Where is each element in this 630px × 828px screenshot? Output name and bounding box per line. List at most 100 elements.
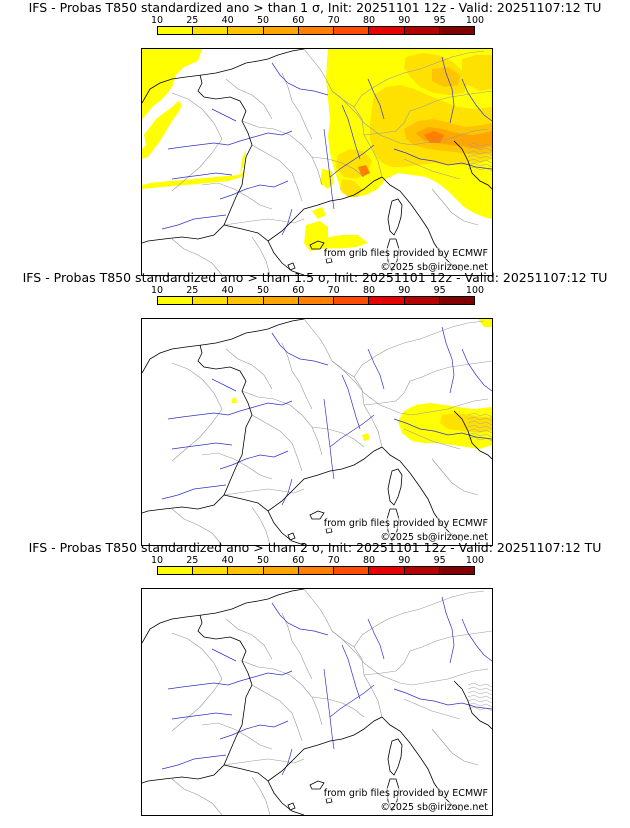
border-line bbox=[251, 776, 271, 815]
probability-area bbox=[142, 49, 202, 119]
relief-line bbox=[467, 694, 492, 700]
probability-area bbox=[440, 413, 492, 433]
colorbar-tick: 95 bbox=[433, 555, 446, 566]
river-line bbox=[341, 104, 361, 160]
colorbar-tick: 60 bbox=[292, 285, 305, 296]
coast-line bbox=[267, 716, 383, 782]
river-line bbox=[367, 78, 385, 120]
border-line bbox=[403, 428, 461, 450]
coast-line bbox=[381, 716, 463, 812]
rivers bbox=[161, 326, 492, 506]
coast-line bbox=[142, 49, 305, 104]
river-line bbox=[441, 596, 455, 664]
probability-area bbox=[312, 207, 326, 219]
river-line bbox=[161, 214, 227, 230]
coast-line bbox=[381, 446, 463, 542]
copyright-credit: ©2025 sb@irizone.net bbox=[380, 262, 488, 273]
coast-line bbox=[387, 468, 403, 506]
colorbar-tick: 10 bbox=[150, 555, 164, 566]
coast-line bbox=[453, 140, 492, 190]
river-line bbox=[367, 618, 385, 660]
colorbar-segment bbox=[439, 297, 474, 304]
river-line bbox=[171, 172, 233, 180]
colorbar-tick: 90 bbox=[398, 15, 411, 26]
coast-line bbox=[309, 240, 325, 250]
source-credit: from grib files provided by ECMWF bbox=[323, 788, 488, 799]
map-france: from grib files provided by ECMWF ©2025 … bbox=[141, 48, 493, 276]
coast-line bbox=[223, 764, 305, 815]
border-line bbox=[331, 630, 489, 686]
relief-line bbox=[467, 706, 492, 712]
river-line bbox=[281, 208, 293, 236]
border-line bbox=[403, 158, 461, 180]
probability-area bbox=[340, 179, 362, 197]
river-line bbox=[393, 688, 492, 710]
panel-title: IFS - Probas T850 standardized ano > tha… bbox=[28, 540, 602, 555]
river-line bbox=[219, 450, 289, 470]
relief-line bbox=[467, 428, 492, 434]
border-line bbox=[241, 390, 323, 456]
copyright-credit: ©2025 sb@irizone.net bbox=[380, 532, 488, 543]
river-line bbox=[461, 78, 492, 122]
colorbar-tick: 80 bbox=[362, 285, 376, 296]
border-line bbox=[431, 458, 479, 496]
border-line bbox=[201, 182, 273, 210]
border-line bbox=[171, 92, 223, 192]
border-line bbox=[201, 452, 273, 480]
colorbar-segment bbox=[228, 27, 264, 34]
border-line bbox=[223, 758, 305, 766]
colorbar-tick: 40 bbox=[221, 555, 234, 566]
relief-line bbox=[467, 412, 492, 418]
coast-line bbox=[287, 262, 296, 271]
colorbar-segment bbox=[334, 567, 370, 574]
colorbar-tick: 50 bbox=[256, 15, 270, 26]
coast-line bbox=[453, 680, 492, 730]
map-panel-3: IFS - Probas T850 standardized ano > tha… bbox=[0, 540, 630, 816]
river-line bbox=[329, 144, 375, 178]
river-line bbox=[281, 748, 293, 776]
border-line bbox=[403, 698, 461, 720]
panel-title: IFS - Probas T850 standardized ano > tha… bbox=[28, 0, 602, 15]
river-line bbox=[211, 108, 237, 122]
colorbar-segment bbox=[158, 27, 194, 34]
coast-line bbox=[387, 198, 403, 236]
colorbar-tick: 70 bbox=[327, 285, 340, 296]
relief-line bbox=[467, 166, 492, 172]
border-line bbox=[171, 362, 223, 462]
river-line bbox=[341, 644, 361, 700]
alps-relief bbox=[467, 142, 492, 172]
alps-relief bbox=[467, 682, 492, 712]
relief-line bbox=[467, 432, 492, 438]
colorbar-tick: 100 bbox=[465, 15, 485, 26]
border-line bbox=[225, 78, 273, 120]
border-line bbox=[171, 778, 223, 815]
admin-borders bbox=[171, 319, 492, 545]
border-line bbox=[311, 426, 365, 448]
colorbar-segment bbox=[263, 567, 299, 574]
colorbar-segment bbox=[404, 567, 440, 574]
relief-line bbox=[467, 424, 492, 430]
colorbar-tick: 70 bbox=[327, 15, 340, 26]
colorbar: 10 25 40 50 60 70 80 90 95 100 bbox=[151, 285, 484, 315]
river-line bbox=[219, 720, 289, 740]
coast-line bbox=[223, 224, 305, 275]
border-line bbox=[353, 320, 485, 378]
border-line bbox=[281, 612, 313, 680]
river-line bbox=[367, 348, 385, 390]
map-svg bbox=[142, 49, 492, 275]
border-line bbox=[281, 72, 313, 140]
probability-area bbox=[232, 397, 237, 403]
relief-line bbox=[467, 146, 492, 152]
colorbar-bar bbox=[157, 566, 475, 575]
border-line bbox=[171, 238, 223, 275]
border-line bbox=[225, 348, 273, 390]
border-line bbox=[303, 589, 383, 718]
river-line bbox=[441, 56, 455, 124]
colorbar-segment bbox=[193, 297, 229, 304]
colorbar-bar bbox=[157, 296, 475, 305]
colorbar-tick: 50 bbox=[256, 285, 270, 296]
colorbar-segment bbox=[369, 297, 405, 304]
colorbar-tick: 60 bbox=[292, 15, 305, 26]
river-line bbox=[393, 148, 492, 170]
colorbar: 10 25 40 50 60 70 80 90 95 100 bbox=[151, 555, 484, 585]
